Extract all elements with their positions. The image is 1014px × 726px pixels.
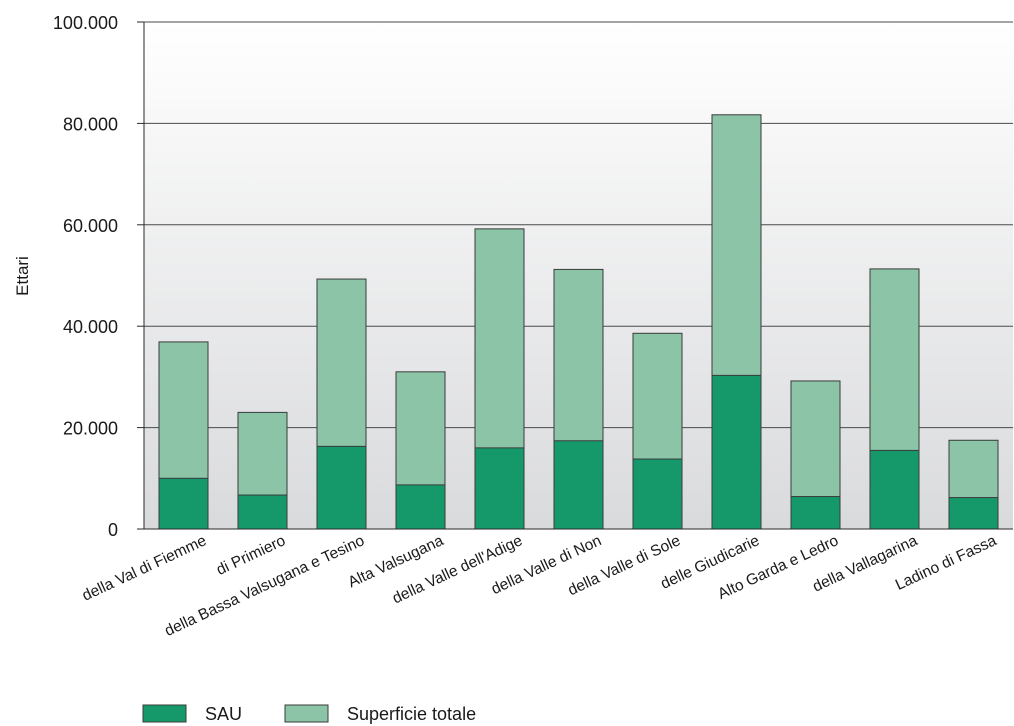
bar-sau: [237, 494, 288, 530]
x-tick-label: della Valle dell'Adige: [390, 532, 525, 607]
y-axis-title: Ettari: [13, 256, 32, 296]
y-tick-labels: 0 20.000 40.000 60.000 80.000 100.000: [53, 13, 118, 540]
bar-sau: [395, 484, 446, 530]
bar-sau: [158, 477, 209, 530]
bars: [158, 114, 999, 530]
legend-swatch-superficie-totale: [284, 704, 329, 723]
bar-sau: [869, 449, 920, 530]
y-tick-label: 60.000: [63, 216, 118, 236]
y-tick-label: 80.000: [63, 114, 118, 134]
bar-sau: [711, 374, 762, 530]
y-tick-label: 40.000: [63, 317, 118, 337]
bar-sau: [790, 496, 841, 530]
y-tick-label: 100.000: [53, 13, 118, 33]
y-tick-label: 0: [108, 520, 118, 540]
bar-sau: [316, 445, 367, 530]
legend: SAU Superficie totale: [142, 704, 476, 724]
axes: [143, 22, 1013, 530]
y-tick-label: 20.000: [63, 419, 118, 439]
bar-sau: [553, 440, 604, 530]
legend-swatch-sau: [142, 704, 187, 723]
legend-label-superficie-totale: Superficie totale: [347, 704, 476, 724]
bar-sau: [632, 458, 683, 530]
bar-sau: [474, 447, 525, 530]
legend-label-sau: SAU: [205, 704, 242, 724]
x-tick-label: della Val di Fiemme: [80, 532, 210, 604]
bar-sau: [948, 497, 999, 530]
